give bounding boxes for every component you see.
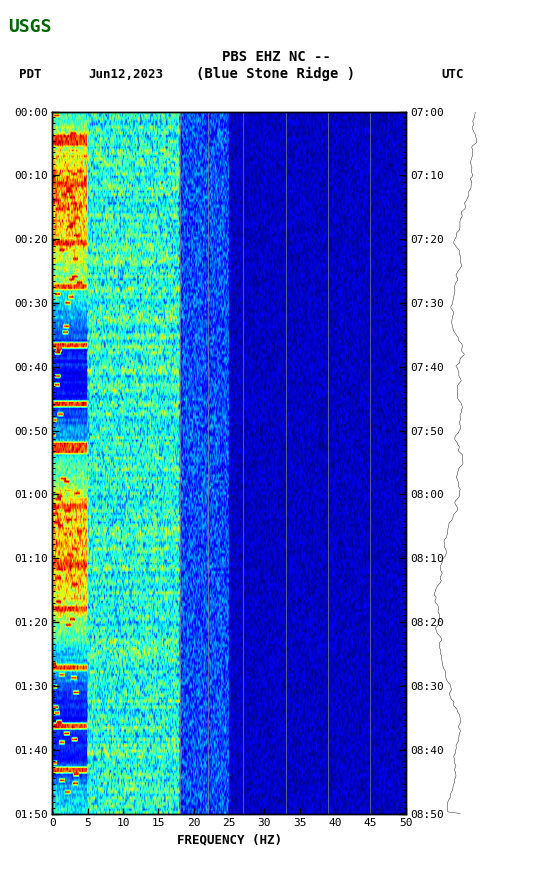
Text: (Blue Stone Ridge ): (Blue Stone Ridge ) (197, 67, 355, 81)
Text: UTC: UTC (442, 68, 464, 80)
Text: Jun12,2023: Jun12,2023 (88, 68, 163, 80)
Text: PDT: PDT (19, 68, 42, 80)
Text: USGS: USGS (8, 18, 52, 36)
Text: PBS EHZ NC --: PBS EHZ NC -- (221, 50, 331, 64)
X-axis label: FREQUENCY (HZ): FREQUENCY (HZ) (177, 834, 282, 847)
